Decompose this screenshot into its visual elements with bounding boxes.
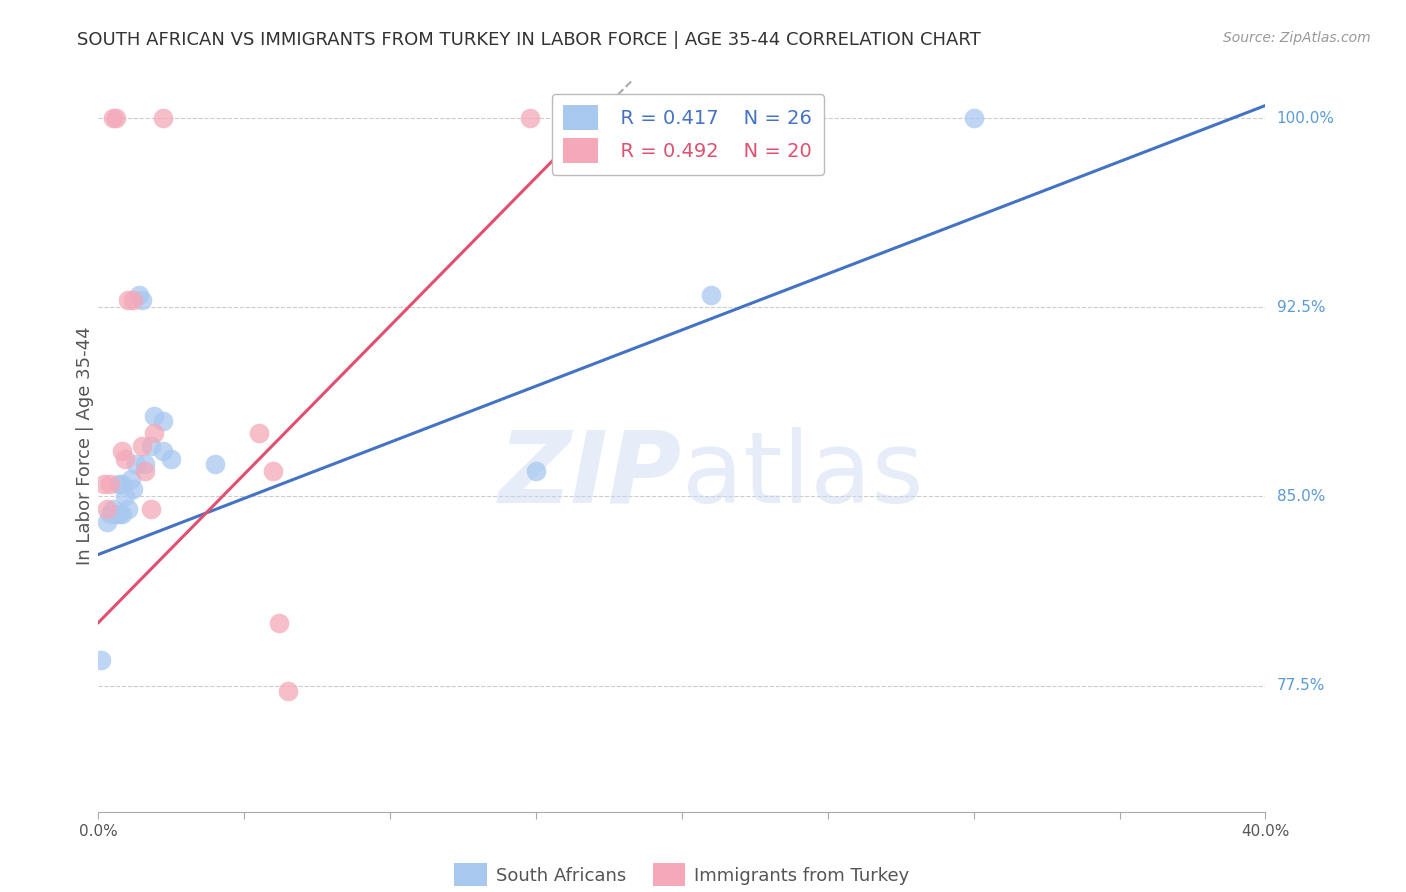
Legend: South Africans, Immigrants from Turkey: South Africans, Immigrants from Turkey [447, 855, 917, 892]
Text: 77.5%: 77.5% [1277, 678, 1324, 693]
Point [160, 451, 183, 466]
Point [568, 111, 591, 125]
Point [108, 476, 131, 491]
Point [117, 502, 139, 516]
Point [111, 507, 134, 521]
Text: 100.0%: 100.0% [1277, 111, 1334, 126]
Point [152, 414, 174, 428]
Point [131, 439, 153, 453]
Point [142, 409, 165, 423]
Point [269, 615, 291, 630]
Point [122, 482, 145, 496]
Point [101, 502, 124, 516]
Point [139, 502, 162, 516]
Point [700, 287, 723, 301]
Point [111, 476, 134, 491]
Point [125, 457, 148, 471]
Point [247, 426, 270, 441]
Point [111, 444, 134, 458]
Point [128, 287, 150, 301]
Point [962, 111, 984, 125]
Point [139, 439, 162, 453]
Text: Source: ZipAtlas.com: Source: ZipAtlas.com [1223, 31, 1371, 45]
Point [98, 476, 121, 491]
Point [122, 293, 145, 307]
Point [114, 451, 136, 466]
Point [152, 444, 174, 458]
Point [101, 111, 124, 125]
Point [131, 293, 153, 307]
Point [204, 457, 226, 471]
Point [277, 683, 299, 698]
Text: 92.5%: 92.5% [1277, 300, 1324, 315]
Point [104, 507, 127, 521]
Point [152, 111, 174, 125]
Point [120, 472, 142, 486]
Point [108, 507, 131, 521]
Y-axis label: In Labor Force | Age 35-44: In Labor Force | Age 35-44 [76, 326, 94, 566]
Point [96, 502, 118, 516]
Text: 85.0%: 85.0% [1277, 489, 1324, 504]
Point [93, 476, 115, 491]
Point [96, 515, 118, 529]
Point [519, 111, 541, 125]
Point [134, 464, 156, 478]
Text: SOUTH AFRICAN VS IMMIGRANTS FROM TURKEY IN LABOR FORCE | AGE 35-44 CORRELATION C: SOUTH AFRICAN VS IMMIGRANTS FROM TURKEY … [77, 31, 981, 49]
Point [98, 507, 121, 521]
Point [134, 457, 156, 471]
Point [524, 464, 547, 478]
Point [117, 293, 139, 307]
Point [262, 464, 284, 478]
Point [114, 490, 136, 504]
Text: atlas: atlas [682, 426, 924, 524]
Point [90, 653, 112, 667]
Point [104, 111, 127, 125]
Point [142, 426, 165, 441]
Text: ZIP: ZIP [499, 426, 682, 524]
